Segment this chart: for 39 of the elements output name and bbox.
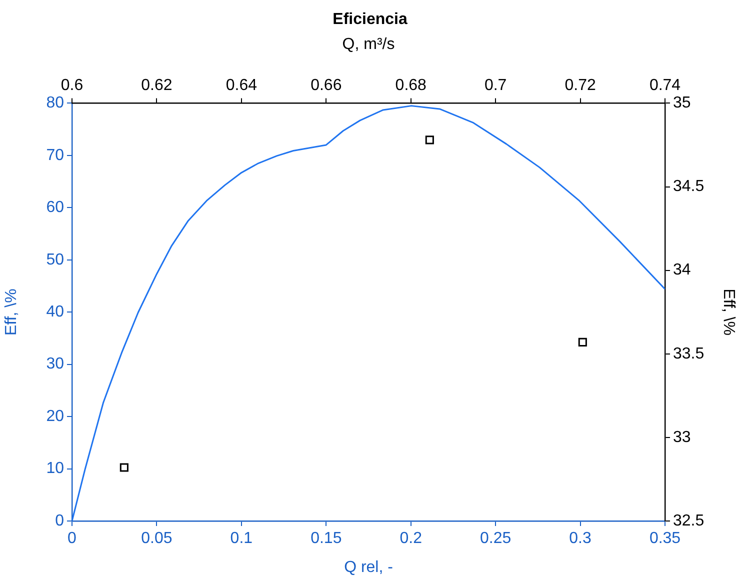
y-axis-title: Eff, \% [3,288,20,336]
point [578,338,587,346]
y2-tick-label: 32.5 [673,512,704,530]
y2-tick-label: 33.5 [673,345,704,362]
x-tick-label: 0.15 [310,530,342,548]
y-tick-label: 50 [46,251,64,268]
y-tick-label: 20 [46,408,64,425]
x2-tick-label: 0.64 [226,77,258,94]
chart-title: Eficiencia [332,11,408,28]
x-tick-label: 0.25 [480,530,512,548]
y-tick-label: 40 [46,304,64,321]
x-tick-label: 0.05 [141,530,172,548]
point [425,136,434,144]
y-tick-label: 30 [46,356,64,373]
x2-tick-label: 0.72 [564,77,596,94]
x2-tick-label: 0.68 [395,77,427,94]
x-tick-label: 0.1 [230,530,253,548]
x-tick-label: 0.3 [569,530,592,548]
x-tick-label: 0 [68,530,77,548]
x2-tick-label: 0.7 [484,77,507,94]
x2-tick-label: 0.74 [649,77,681,94]
y2-tick-label: 34 [673,262,691,279]
x-tick-label: 0.2 [400,530,422,548]
y-tick-label: 10 [46,460,64,478]
y-tick-label: 80 [46,94,64,112]
x2-tick-label: 0.66 [310,77,342,94]
y-tick-label: 70 [46,146,64,164]
x-axis-title: Q rel, - [344,558,393,576]
x-tick-label: 0.35 [649,530,681,548]
y-tick-label: 0 [55,512,64,530]
x2-axis-title: Q, m³/s [342,36,395,54]
x2-tick-label: 0.62 [141,77,172,94]
y-tick-label: 60 [46,199,64,216]
y2-tick-label: 35 [673,94,691,112]
y2-axis-title: Eff, \% [720,288,737,336]
x2-tick-label: 0.6 [60,77,84,94]
point [120,463,128,472]
y2-tick-label: 34.5 [673,178,704,196]
y2-tick-label: 33 [673,428,691,446]
